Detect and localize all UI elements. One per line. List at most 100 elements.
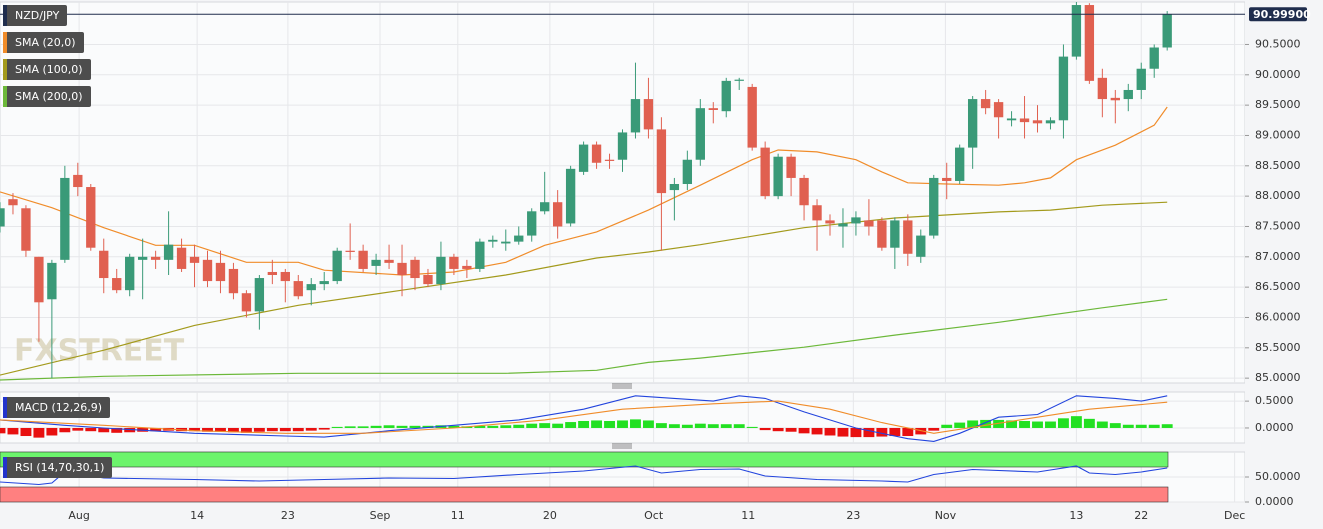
legend-macd[interactable]: MACD (12,26,9) bbox=[3, 397, 111, 418]
candle-body bbox=[462, 265, 472, 269]
macd-histogram-bar bbox=[240, 427, 252, 433]
candle-body bbox=[1097, 77, 1108, 100]
macd-histogram-bar bbox=[681, 424, 693, 428]
macd-histogram-bar bbox=[617, 420, 628, 428]
y-tick-label: 0.0000 bbox=[1255, 495, 1294, 508]
macd-histogram-bar bbox=[928, 427, 940, 431]
macd-histogram-bar bbox=[811, 427, 823, 435]
macd-histogram-bar bbox=[487, 425, 499, 428]
candle-body bbox=[760, 147, 770, 197]
macd-histogram-bar bbox=[967, 420, 979, 428]
macd-histogram-bar bbox=[85, 427, 97, 432]
legend-sma[interactable]: SMA (100,0) bbox=[3, 59, 91, 80]
macd-histogram-bar bbox=[1109, 423, 1121, 428]
candle-body bbox=[345, 250, 355, 252]
candle-body bbox=[371, 259, 381, 266]
macd-histogram-bar bbox=[150, 427, 162, 432]
macd-histogram-bar bbox=[552, 423, 564, 428]
candle-body bbox=[1032, 120, 1043, 124]
macd-histogram-bar bbox=[824, 427, 836, 436]
candle-body bbox=[1136, 68, 1146, 90]
last-price-box bbox=[1249, 7, 1307, 22]
candle-body bbox=[1149, 47, 1159, 69]
macd-histogram-bar bbox=[266, 427, 278, 432]
macd-histogram-bar bbox=[1161, 424, 1173, 428]
candle-body bbox=[228, 268, 239, 294]
candle-body bbox=[34, 256, 44, 303]
candle-body bbox=[86, 187, 96, 248]
legend-sma[interactable]: SMA (20,0) bbox=[3, 32, 84, 53]
legend-symbol[interactable]: NZD/JPY bbox=[3, 5, 68, 26]
price-axis-background bbox=[1245, 0, 1323, 529]
legend-rsi[interactable]: RSI (14,70,30,1) bbox=[3, 457, 113, 478]
macd-histogram-bar bbox=[318, 427, 330, 430]
candle-body bbox=[1071, 5, 1082, 57]
legend-sma[interactable]: SMA (200,0) bbox=[3, 86, 91, 107]
y-tick-label: 0.5000 bbox=[1255, 394, 1294, 407]
y-tick-label: 86.5000 bbox=[1255, 280, 1301, 293]
macd-histogram-bar bbox=[604, 420, 615, 428]
candle-body bbox=[643, 99, 654, 130]
candle-body bbox=[47, 262, 57, 300]
macd-histogram-bar bbox=[578, 420, 590, 428]
candle-body bbox=[410, 259, 420, 279]
candle-body bbox=[332, 250, 342, 282]
candle-body bbox=[1084, 5, 1095, 81]
x-tick-label: Oct bbox=[644, 509, 664, 522]
macd-histogram-bar bbox=[526, 423, 538, 428]
candle-body bbox=[73, 174, 83, 188]
macd-histogram-bar bbox=[720, 424, 732, 428]
candle-body bbox=[565, 168, 576, 224]
macd-histogram-bar bbox=[980, 419, 992, 428]
macd-histogram-bar bbox=[409, 425, 421, 428]
legend-label: SMA (20,0) bbox=[15, 36, 76, 49]
y-tick-label: 0.0000 bbox=[1255, 421, 1294, 434]
macd-histogram-bar bbox=[630, 419, 641, 428]
pane-background bbox=[0, 1, 1246, 384]
candle-body bbox=[501, 241, 511, 244]
macd-histogram-bar bbox=[707, 424, 719, 428]
candle-body bbox=[734, 79, 744, 81]
candle-body bbox=[877, 220, 887, 248]
y-tick-label: 90.0000 bbox=[1255, 68, 1301, 81]
candle-body bbox=[267, 271, 278, 276]
rsi-band bbox=[0, 451, 1169, 468]
macd-histogram-bar bbox=[850, 427, 862, 438]
macd-histogram-bar bbox=[215, 427, 226, 432]
legend-label: RSI (14,70,30,1) bbox=[15, 461, 105, 474]
macd-histogram-bar bbox=[889, 427, 901, 437]
y-tick-label: 50.0000 bbox=[1255, 470, 1301, 483]
legend-label: SMA (200,0) bbox=[15, 90, 83, 103]
candle-body bbox=[488, 239, 498, 242]
macd-histogram-bar bbox=[591, 420, 603, 428]
macd-histogram-bar bbox=[1135, 424, 1147, 428]
candle-body bbox=[864, 220, 874, 227]
candle-body bbox=[540, 202, 550, 212]
macd-histogram-bar bbox=[915, 427, 927, 435]
macd-histogram-bar bbox=[733, 424, 745, 428]
candle-body bbox=[202, 259, 213, 282]
macd-histogram-bar bbox=[863, 427, 875, 438]
candle-body bbox=[825, 220, 835, 224]
candle-body bbox=[916, 235, 926, 257]
candle-body bbox=[163, 244, 174, 260]
candle-body bbox=[578, 144, 589, 172]
macd-histogram-bar bbox=[98, 427, 110, 433]
candle-body bbox=[682, 159, 693, 185]
y-tick-label: 85.5000 bbox=[1255, 341, 1301, 354]
macd-histogram-bar bbox=[902, 427, 914, 437]
x-tick-label: Aug bbox=[68, 509, 89, 522]
macd-histogram-bar bbox=[565, 422, 577, 428]
macd-histogram-bar bbox=[344, 426, 356, 428]
candle-body bbox=[721, 80, 731, 112]
macd-histogram-bar bbox=[279, 427, 291, 432]
macd-histogram-bar bbox=[876, 427, 888, 437]
candle-body bbox=[1058, 56, 1069, 121]
candle-body bbox=[254, 278, 265, 312]
candle-body bbox=[125, 256, 135, 291]
candle-body bbox=[8, 199, 18, 206]
macd-histogram-bar bbox=[305, 427, 317, 431]
legend-label: MACD (12,26,9) bbox=[15, 401, 103, 414]
